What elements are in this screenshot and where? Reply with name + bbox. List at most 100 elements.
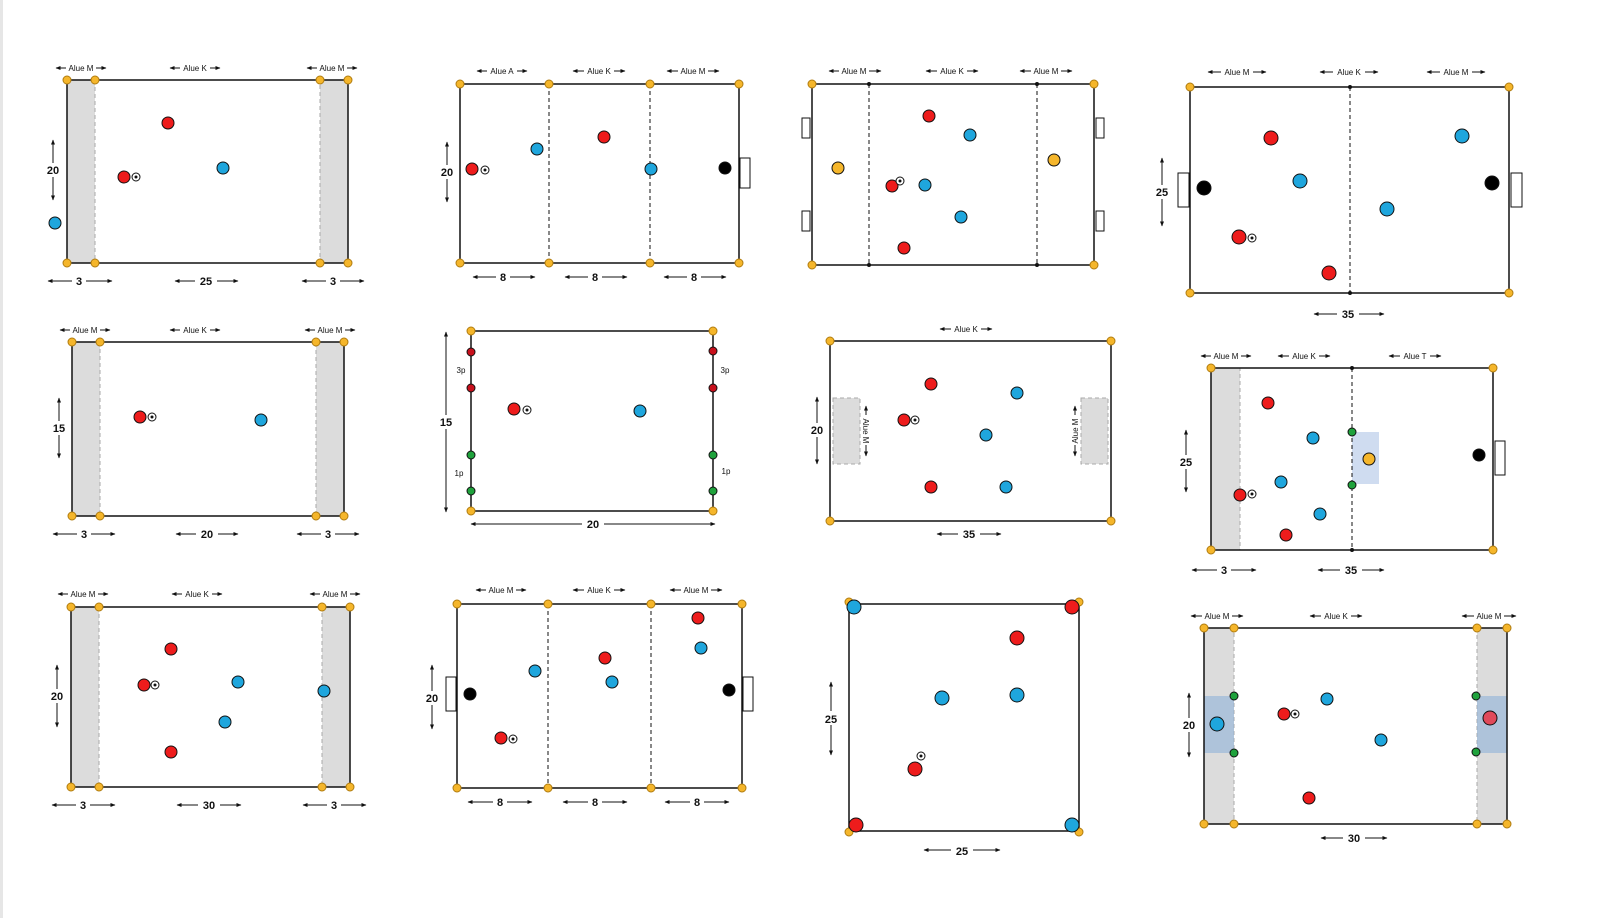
svg-text:Alue M: Alue M [1477,612,1502,621]
zone-label-center: Alue K [169,63,221,73]
gate-cones-green [466,450,718,496]
zone-label-left: Alue M [1200,351,1252,361]
players [507,402,647,418]
svg-text:Alue M: Alue M [684,586,709,595]
diagram-5: Alue M Alue K Alue M 15 3 20 [50,325,360,541]
gate-cones-green [1229,691,1481,758]
svg-text:Alue M: Alue M [489,586,514,595]
dim-length: 25 [174,274,239,288]
zone-label-right: Alue M [306,63,358,73]
dim-left-zone: 3 [47,274,113,288]
svg-text:25: 25 [1180,457,1192,469]
diagram-12: Alue M Alue K Alue M 20 30 [1180,611,1517,845]
zone-label-center: Alue K [1277,351,1331,361]
svg-text:20: 20 [1183,720,1195,732]
divider-dots [867,82,1039,267]
zone-left [71,341,101,517]
pitch-outline [66,79,349,264]
svg-text:35: 35 [963,529,975,541]
diagram-11: 25 25 [822,597,1084,858]
soccer-ball-icon [522,405,532,415]
goal-icon [1494,440,1506,476]
goal-icon [1510,172,1523,208]
diagram-6: 3p 3p 1p 1p 15 20 [437,326,731,531]
players [831,109,1061,255]
cone-markers [807,79,1099,270]
gate-cones-red [466,346,718,393]
gate-label-1p-left: 1p [455,469,464,478]
svg-text:20: 20 [47,165,59,177]
cone-markers [455,79,744,268]
svg-text:Alue K: Alue K [587,586,611,595]
svg-text:Alue M: Alue M [73,326,98,335]
svg-text:8: 8 [691,272,697,284]
zone-label-right: Alue M [669,585,723,595]
soccer-ball-icon [480,165,490,175]
svg-text:Alue M: Alue M [1205,612,1230,621]
soccer-ball-icon [910,415,920,425]
players [137,642,331,759]
dim-length: 20 [470,517,716,531]
players [897,377,1024,494]
zone-label-center: Alue K [171,589,223,599]
svg-text:20: 20 [426,693,438,705]
svg-text:8: 8 [592,797,598,809]
svg-text:Alue K: Alue K [1292,352,1316,361]
dim-height: 20 [44,139,62,201]
goal-icon [801,117,1105,232]
dim-right-zone: 3 [296,527,360,541]
svg-text:20: 20 [201,529,213,541]
dim-right-zone: 3 [301,274,365,288]
goal-icon [445,676,457,712]
players [846,599,1080,833]
zone-label-top: Alue K [939,324,993,334]
dim-zone-2: 8 [562,795,628,809]
svg-text:35: 35 [1345,565,1357,577]
diagram-1: Alue M Alue K Alue M 20 3 25 [44,63,365,288]
pitch-outline [1203,627,1508,825]
diagram-2: Alue A Alue K Alue M 20 8 8 [438,66,751,284]
player-blue [48,216,62,230]
diagram-10: Alue M Alue K Alue M 20 8 8 [423,585,754,809]
svg-text:25: 25 [200,276,212,288]
svg-text:3: 3 [76,276,82,288]
goal-icon [742,676,754,712]
svg-text:Alue K: Alue K [1337,68,1361,77]
divider-dots [1348,85,1352,295]
diagram-9: Alue M Alue K Alue M 20 3 30 [48,589,367,812]
dim-height: 25 [1177,429,1195,493]
zone-label-left: Alue M [55,63,107,73]
svg-text:25: 25 [825,714,837,726]
dim-height: 20 [1180,692,1198,758]
gate-label-3p-right: 3p [721,366,730,375]
dim-height: 25 [822,681,840,756]
svg-text:Alue M: Alue M [323,590,348,599]
svg-text:25: 25 [1156,187,1168,199]
cone-markers [1199,623,1512,829]
pitch-outline [456,603,743,789]
player-red [117,170,131,184]
players [463,611,736,745]
svg-text:8: 8 [497,797,503,809]
soccer-ball-icon [895,176,905,186]
svg-text:15: 15 [440,417,452,429]
dim-length: 35 [1317,563,1385,577]
dim-length: 30 [176,798,242,812]
zone-label-center: Alue K [572,585,626,595]
zone-label-right: Alue T [1388,351,1442,361]
zone-right [315,341,345,517]
dim-left-zone: 3 [52,527,116,541]
svg-text:Alue A: Alue A [490,67,514,76]
goal-icon [1177,172,1190,208]
svg-text:20: 20 [441,167,453,179]
zone-label-right: Alue M [1019,66,1073,76]
pitch-outline [829,340,1112,522]
svg-text:Alue K: Alue K [587,67,611,76]
pitch-outline [459,83,740,264]
gate-label-1p-right: 1p [722,467,731,476]
svg-text:Alue M: Alue M [1071,418,1080,443]
svg-text:3: 3 [331,800,337,812]
dim-zone-1: 8 [472,270,536,284]
svg-text:Alue M: Alue M [842,67,867,76]
cone-markers [66,602,355,792]
